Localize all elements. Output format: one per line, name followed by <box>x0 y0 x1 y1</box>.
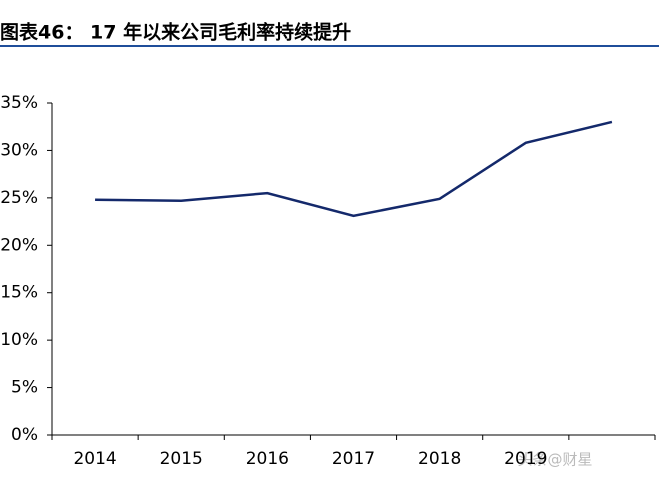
x-tick-label: 2016 <box>246 449 289 469</box>
y-tick-label: 20% <box>0 235 38 255</box>
y-tick-label: 35% <box>0 93 38 113</box>
x-tick-label: 2017 <box>332 449 375 469</box>
y-tick-label: 10% <box>0 330 38 350</box>
x-tick-label: 2015 <box>160 449 203 469</box>
watermark: 头条@财星 <box>517 451 592 469</box>
y-tick-label: 30% <box>0 140 38 160</box>
y-tick-label: 15% <box>0 283 38 303</box>
y-tick-label: 0% <box>11 425 38 445</box>
line-series <box>95 120 613 218</box>
x-tick-label: 2019 <box>504 449 547 469</box>
chart-title: 图表46： 17 年以来公司毛利率持续提升 <box>0 21 351 44</box>
y-tick-label: 5% <box>11 378 38 398</box>
y-tick-label: 25% <box>0 188 38 208</box>
x-tick-label: 2014 <box>73 449 116 469</box>
x-tick-label: 2018 <box>418 449 461 469</box>
